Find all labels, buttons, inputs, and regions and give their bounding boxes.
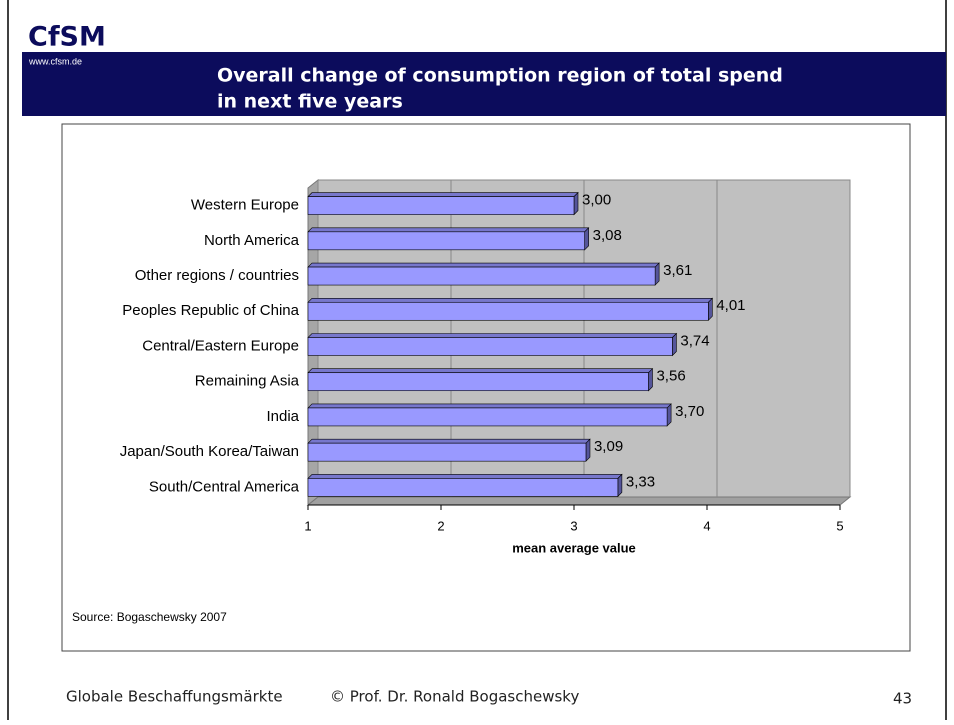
- value-label: 3,56: [656, 368, 685, 385]
- logo-url: www.cfsm.de: [28, 56, 82, 66]
- bar-top: [307, 192, 579, 197]
- bar-top: [307, 333, 678, 338]
- y-tick-label: Other regions / countries: [135, 267, 299, 284]
- bar-top: [307, 474, 623, 479]
- bar-side: [666, 403, 672, 427]
- value-label: 3,74: [680, 332, 709, 349]
- x-tick-label: 5: [836, 518, 843, 533]
- value-label: 3,70: [675, 403, 704, 420]
- bar: [307, 478, 619, 497]
- bar-side: [708, 297, 713, 322]
- y-tick-label: Peoples Republic of China: [122, 302, 299, 319]
- value-label: 3,09: [594, 438, 623, 455]
- footer-center: © Prof. Dr. Ronald Bogaschewsky: [330, 688, 579, 706]
- y-tick-label: North America: [204, 232, 300, 249]
- page-number: 43: [893, 690, 912, 708]
- y-tick-label: Central/Eastern Europe: [142, 337, 299, 354]
- floor: [306, 496, 852, 506]
- bar-side: [585, 438, 591, 462]
- x-tick-label: 3: [570, 518, 577, 533]
- bar-top: [307, 262, 660, 268]
- bar: [307, 442, 587, 462]
- y-tick-label: South/Central America: [149, 478, 300, 495]
- y-tick-label: India: [266, 408, 299, 425]
- bar: [307, 231, 585, 251]
- value-label: 3,08: [593, 227, 622, 244]
- logo: CfSM: [28, 22, 106, 53]
- value-label: 4,01: [716, 297, 745, 314]
- x-tick-label: 4: [703, 518, 710, 533]
- bar-side: [672, 332, 677, 357]
- y-tick-label: Western Europe: [191, 197, 299, 214]
- bar: [307, 196, 575, 215]
- bar-side: [654, 262, 660, 286]
- bar-top: [307, 368, 654, 374]
- bar: [307, 372, 649, 392]
- bar-side: [584, 227, 589, 251]
- x-tick-label: 2: [437, 518, 444, 533]
- bar: [307, 266, 656, 286]
- bar: [307, 407, 668, 427]
- y-tick-label: Japan/South Korea/Taiwan: [120, 443, 299, 460]
- source: Source: Bogaschewsky 2007: [72, 610, 227, 624]
- slide-title: in next five years: [217, 91, 403, 113]
- value-label: 3,61: [663, 262, 692, 279]
- bar-side: [648, 367, 653, 392]
- bar: [307, 301, 709, 321]
- y-tick-label: Remaining Asia: [195, 373, 300, 390]
- header-bar: [22, 52, 946, 116]
- slide-title: Overall change of consumption region of …: [217, 65, 783, 87]
- bar-top: [307, 297, 714, 303]
- bar: [307, 337, 673, 356]
- value-label: 3,00: [582, 192, 611, 209]
- x-axis-label: mean average value: [512, 540, 636, 555]
- bar-top: [307, 403, 672, 409]
- bar-side: [573, 191, 579, 216]
- value-label: 3,33: [626, 473, 655, 490]
- bar-side: [617, 473, 623, 498]
- bar-top: [307, 438, 591, 444]
- footer-left: Globale Beschaffungsmärkte: [66, 688, 283, 706]
- bar-top: [307, 227, 590, 233]
- x-tick-label: 1: [304, 518, 311, 533]
